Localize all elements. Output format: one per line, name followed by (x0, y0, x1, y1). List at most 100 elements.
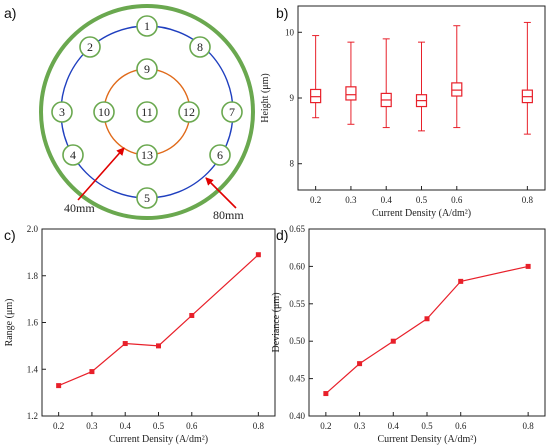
data-point-marker (424, 316, 430, 322)
x-tick-label: 0.4 (388, 421, 400, 431)
x-tick-label: 0.5 (153, 421, 165, 431)
measurement-point-label: 11 (141, 105, 153, 119)
measurement-point: 3 (51, 101, 73, 123)
measurement-point-label: 10 (98, 105, 110, 119)
y-axis-label: Range (μm) (4, 299, 15, 347)
data-point-marker (458, 278, 464, 284)
y-tick-label: 2.0 (27, 224, 39, 234)
x-tick-label: 0.4 (381, 195, 393, 205)
x-tick-label: 0.2 (53, 421, 64, 431)
measurement-point-marker (79, 36, 101, 58)
y-tick-label: 9 (290, 93, 295, 103)
measurement-point: 2 (79, 36, 101, 58)
x-tick-label: 0.8 (253, 421, 265, 431)
panel-d-letter: d) (276, 227, 288, 243)
measurement-point-label: 2 (87, 40, 93, 54)
y-tick-label: 0.65 (289, 224, 305, 234)
measurement-point-marker (136, 101, 158, 123)
measurement-point-label: 5 (144, 191, 150, 205)
measurement-point-marker (209, 144, 231, 166)
measurement-point-marker (136, 58, 158, 80)
measurement-point: 7 (221, 101, 243, 123)
data-point-marker (525, 263, 531, 269)
data-point-marker (189, 312, 195, 318)
data-point-marker (357, 361, 363, 367)
x-tick-label: 0.8 (522, 195, 534, 205)
measurement-point: 5 (136, 187, 158, 209)
iqr-box (345, 86, 357, 101)
x-tick-label: 0.2 (320, 421, 331, 431)
x-tick-label: 0.8 (523, 421, 535, 431)
plot-frame (41, 228, 276, 417)
measurement-point: 6 (209, 144, 231, 166)
y-tick-label: 1.2 (27, 411, 38, 421)
y-tick-label: 1.4 (27, 364, 39, 374)
outer-diameter-arrow (205, 177, 237, 209)
series-line (325, 265, 529, 395)
data-point-marker (255, 252, 261, 258)
x-tick-label: 0.4 (120, 421, 132, 431)
y-tick-label: 0.45 (289, 374, 305, 384)
inner-diameter-label: 40mm (64, 201, 95, 215)
x-tick-label: 0.2 (310, 195, 321, 205)
x-axis-label: Current Density (A/dm²) (377, 434, 476, 445)
dimension-arrows (77, 147, 237, 209)
inner-diameter-arrow (77, 147, 125, 201)
measurement-point-label: 13 (141, 148, 153, 162)
measurement-point-label: 8 (197, 40, 203, 54)
chart-range-line: 0.2 0.3 0.4 0.5 0.6 0.8 1.2 1.4 1.6 1.8 2.0 Current… (4, 224, 276, 445)
measurement-point-label: 4 (70, 148, 76, 162)
data-point-marker (156, 343, 161, 349)
measurement-point-label: 6 (217, 148, 223, 162)
box-plot-item (415, 41, 428, 132)
iqr-box (451, 82, 463, 97)
data-point-marker (122, 341, 128, 347)
iqr-box (310, 88, 322, 104)
x-axis-label: Current Density (A/dm²) (109, 434, 208, 445)
panel-a-letter: a) (4, 5, 16, 21)
x-tick-label: 0.6 (455, 421, 467, 431)
measurement-point-label: 9 (144, 62, 150, 76)
x-tick-label: 0.6 (451, 195, 463, 205)
x-tick-label: 0.3 (354, 421, 366, 431)
measurement-point: 10 (93, 101, 115, 123)
x-tick-label: 0.3 (86, 421, 98, 431)
measurement-point: 13 (136, 144, 158, 166)
panel-c-letter: c) (4, 227, 16, 243)
data-point-marker (56, 383, 62, 389)
x-axis-label: Current Density (A/dm²) (372, 208, 471, 219)
outer-diameter-label: 80mm (213, 208, 244, 222)
box-plot-item (451, 25, 463, 129)
y-tick-label: 8 (290, 159, 295, 169)
y-tick-label: 0.50 (289, 336, 305, 346)
plot-frame (308, 228, 546, 417)
measurement-point-marker (136, 144, 158, 166)
box-plot-item (310, 35, 322, 119)
measurement-point: 4 (62, 144, 84, 166)
data-point-marker (323, 391, 329, 397)
measurement-point-marker (93, 101, 115, 123)
x-tick-label: 0.5 (416, 195, 428, 205)
box-plot-item (345, 41, 357, 125)
x-tick-label: 0.3 (345, 195, 357, 205)
measurement-point-marker (178, 101, 200, 123)
box-plot-item (521, 21, 533, 135)
measurement-point: 12 (178, 101, 200, 123)
y-tick-label: 0.60 (289, 261, 305, 271)
measurement-point-marker (51, 101, 73, 123)
measurement-point: 8 (189, 36, 211, 58)
y-tick-label: 1.8 (27, 271, 39, 281)
measurement-point-marker (189, 36, 211, 58)
data-point-marker (390, 338, 396, 344)
measurement-point-marker (136, 187, 158, 209)
measurement-point: 1 (136, 15, 158, 37)
measurement-point-label: 7 (229, 105, 235, 119)
measurement-point: 9 (136, 58, 158, 80)
measurement-point-label: 3 (59, 105, 65, 119)
y-tick-label: 1.6 (27, 318, 39, 328)
chart-deviance-line: 0.2 0.3 0.4 0.5 0.6 0.8 0.40 0.45 0.50 0.55 0.60 0.… (271, 224, 546, 445)
chart-height-boxplot: 0.2 0.3 0.4 0.5 0.6 0.8 8 9 10 Current Density (A… (260, 5, 546, 219)
